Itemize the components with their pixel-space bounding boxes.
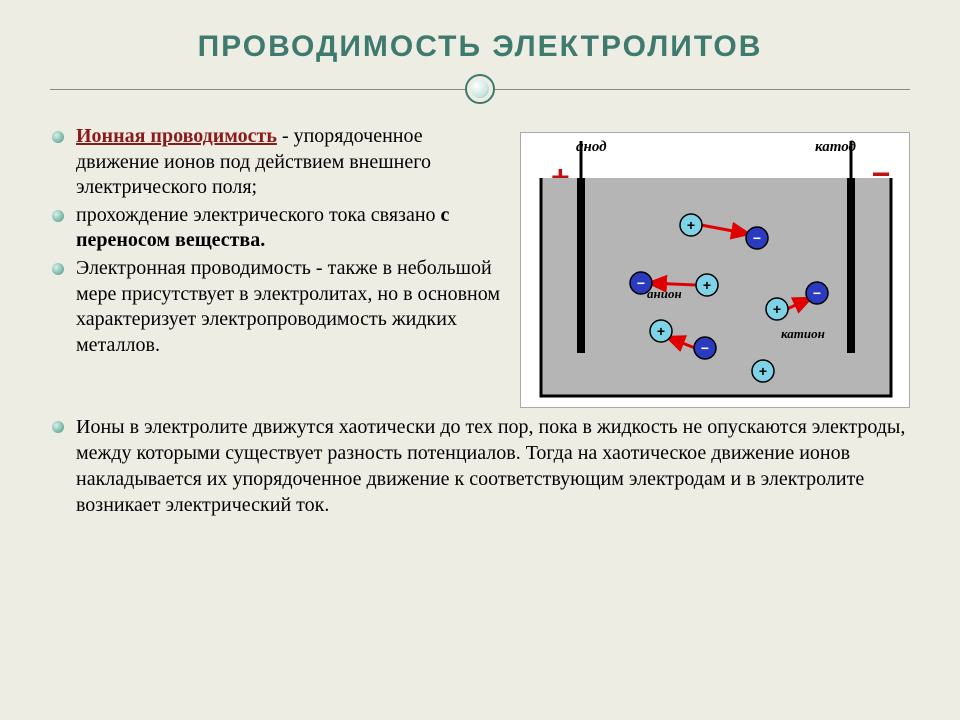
electrolysis-diagram: анодкатод+−+−−++−+−+анионкатион <box>520 132 910 408</box>
svg-text:катион: катион <box>781 326 825 341</box>
svg-text:−: − <box>701 340 709 356</box>
svg-text:+: + <box>657 323 665 339</box>
content-row: Ионная проводимость - упорядоченное движ… <box>50 124 910 408</box>
divider <box>50 74 910 104</box>
divider-ornament-icon <box>465 74 495 104</box>
term-ionic: Ионная проводимость <box>76 125 277 147</box>
slide-title: ПРОВОДИМОСТЬ ЭЛЕКТРОЛИТОВ <box>50 30 910 64</box>
svg-text:−: − <box>813 285 821 301</box>
text-column: Ионная проводимость - упорядоченное движ… <box>50 124 502 408</box>
svg-text:+: + <box>773 301 781 317</box>
svg-text:+: + <box>703 277 711 293</box>
svg-text:+: + <box>687 217 695 233</box>
diagram-svg: анодкатод+−+−−++−+−+анионкатион <box>521 133 911 409</box>
bullet-item: прохождение электрического тока связано … <box>50 203 502 254</box>
svg-text:−: − <box>753 230 761 246</box>
svg-text:анион: анион <box>647 286 682 301</box>
diagram-column: анодкатод+−+−−++−+−+анионкатион <box>520 124 910 408</box>
bullet-text: прохождение электрического тока связано <box>76 204 441 226</box>
bottom-paragraph: Ионы в электролите движутся хаотически д… <box>76 414 910 518</box>
slide: ПРОВОДИМОСТЬ ЭЛЕКТРОЛИТОВ Ионная проводи… <box>0 0 960 720</box>
bullet-item-empty: Ионы в электролите движутся хаотически д… <box>50 414 910 518</box>
bottom-bullet-list: Ионы в электролите движутся хаотически д… <box>50 414 910 518</box>
svg-text:−: − <box>637 275 645 291</box>
bullet-list: Ионная проводимость - упорядоченное движ… <box>50 124 502 358</box>
bullet-item: Ионная проводимость - упорядоченное движ… <box>50 124 502 201</box>
bullet-item: Электронная проводимость - также в небол… <box>50 256 502 358</box>
svg-text:+: + <box>759 363 767 379</box>
bullet-text: Электронная проводимость - также в небол… <box>76 257 500 356</box>
